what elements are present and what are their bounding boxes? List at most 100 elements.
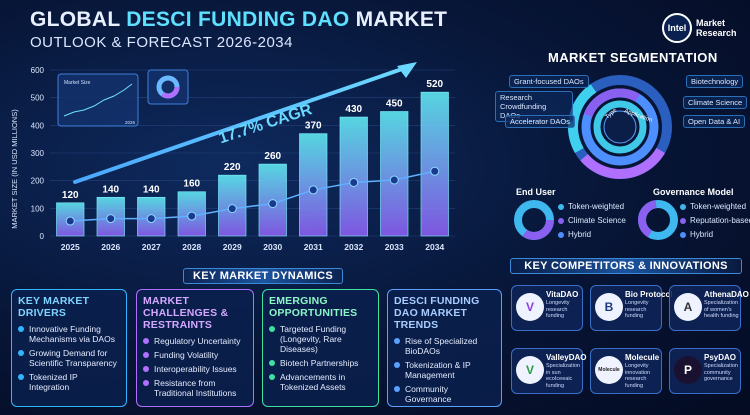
bar	[380, 111, 409, 237]
x-tick-label: 2032	[344, 242, 363, 252]
page-title: GLOBAL DESCI FUNDING DAO MARKET	[30, 8, 448, 31]
y-tick-label: 500	[31, 94, 45, 103]
logo-mark: Intel	[662, 13, 692, 43]
end-user-title: End User	[516, 187, 556, 197]
list-item: Resistance from Traditional Institutions	[143, 378, 247, 398]
segment-label: Open Data & AI	[683, 115, 746, 128]
competitor-name: PsyDAO	[704, 353, 737, 362]
molecule-logo-icon: Molecule	[595, 356, 623, 384]
competitor-card: P PsyDAO Specialization community govern…	[669, 348, 741, 394]
competitor-desc: Longevity research funding	[546, 300, 570, 319]
governance-title: Governance Model	[653, 187, 734, 197]
inset-year: 2026	[125, 120, 136, 125]
competitor-card: B Bio Protocol Longevity research fundin…	[590, 285, 673, 331]
card-trends: DESCI FUNDING DAO MARKET TRENDS Rise of …	[387, 289, 502, 407]
cagr-arrowhead	[397, 62, 417, 78]
x-tick-label: 2027	[142, 242, 161, 252]
competitors-banner: KEY COMPETITORS & INNOVATIONS	[510, 258, 742, 274]
segmentation-donut: Type Application	[568, 75, 672, 179]
trend-point	[389, 175, 399, 185]
list-item: Targeted Funding (Longevity, Rare Diseas…	[269, 324, 372, 354]
logo-line-1: Market	[696, 18, 726, 28]
psydao-logo-icon: P	[674, 356, 702, 384]
x-tick-label: 2030	[263, 242, 282, 252]
data-label: 520	[426, 79, 443, 90]
competitor-card: Molecule Molecule Longevity innovation r…	[590, 348, 662, 394]
list-item: Funding Volatility	[143, 350, 247, 360]
legend-item: Hybrid	[690, 230, 714, 239]
trend-point	[65, 216, 75, 226]
y-tick-label: 200	[31, 177, 45, 186]
competitor-card: V VitaDAO Longevity research funding	[511, 285, 583, 331]
vitadao-logo-icon: V	[516, 293, 544, 321]
x-tick-label: 2029	[223, 242, 242, 252]
segment-label: Climate Science	[683, 96, 748, 109]
trend-point	[106, 214, 116, 224]
athenadao-logo-icon: A	[674, 293, 702, 321]
legend-item: Climate Science	[568, 216, 626, 225]
trend-point	[308, 185, 318, 195]
competitor-name: Molecule	[625, 353, 660, 362]
bio-protocol-logo-icon: B	[595, 293, 623, 321]
competitor-card: A AthenaDAO Specialization of women's he…	[669, 285, 749, 331]
legend-item: Token-weighted	[690, 202, 747, 211]
inset-mini-chart: Market Size 2026	[57, 69, 189, 127]
card-opportunities: EMERGING OPPORTUNITIES Targeted Funding …	[262, 289, 379, 407]
trend-point	[227, 204, 237, 214]
competitor-desc: Specialization in sun ecoIceeaic funding	[546, 363, 580, 389]
brand-logo: Intel Market Research	[662, 12, 742, 44]
list-item: Regulatory Uncertainty	[143, 336, 247, 346]
list-item: Interoperability Issues	[143, 364, 247, 374]
trend-point	[187, 211, 197, 221]
data-label: 160	[183, 179, 200, 190]
page-subtitle: OUTLOOK & FORECAST 2026-2034	[30, 34, 293, 51]
bar	[299, 133, 328, 237]
inset-label: Market Size	[64, 80, 91, 86]
x-tick-label: 2025	[61, 242, 80, 252]
x-tick-label: 2031	[304, 242, 323, 252]
competitor-name: Bio Protocol	[625, 290, 673, 299]
card-title: DESCI FUNDING DAO MARKET TRENDS	[394, 295, 480, 331]
segmentation-title: MARKET SEGMENTATION	[548, 50, 718, 65]
card-title: KEY MARKET DRIVERS	[18, 295, 90, 319]
data-label: 370	[305, 121, 322, 132]
data-label: 120	[62, 190, 79, 201]
competitor-name: ValleyDAO	[546, 353, 587, 362]
card-challenges: MARKET CHALLENGES & RESTRAINTS Regulator…	[136, 289, 254, 407]
bar	[339, 116, 368, 237]
x-tick-label: 2034	[425, 242, 444, 252]
competitor-name: AthenaDAO	[704, 290, 749, 299]
dynamics-banner: KEY MARKET DYNAMICS	[183, 268, 343, 284]
trend-point	[430, 166, 440, 176]
x-tick-label: 2033	[385, 242, 404, 252]
trend-point	[268, 199, 278, 209]
list-item: Tokenized IP Integration	[18, 372, 120, 392]
competitor-desc: Specialization of women's health funding	[704, 300, 739, 319]
list-item: Innovative Funding Mechanisms via DAOs	[18, 324, 120, 344]
cagr-arrow	[73, 66, 407, 184]
competitor-desc: Longevity innovation research funding	[625, 363, 651, 389]
y-tick-label: 300	[31, 149, 45, 158]
y-axis-label: MARKET SIZE (IN USD MILLIONS)	[10, 109, 19, 229]
competitor-desc: Longevity research funding	[625, 300, 649, 319]
list-item: Growing Demand for Scientific Transparen…	[18, 348, 120, 368]
legend-item: Hybrid	[568, 230, 592, 239]
card-drivers: KEY MARKET DRIVERS Innovative Funding Me…	[11, 289, 127, 407]
legend-item: Token-weighted	[568, 202, 625, 211]
competitor-desc: Specialization community governance	[704, 363, 738, 382]
competitor-name: VitaDAO	[546, 290, 579, 299]
governance-donut	[638, 200, 678, 240]
legend-item: Reputation-based	[690, 216, 750, 225]
data-label: 430	[345, 104, 362, 115]
segment-label: Accelerator DAOs	[505, 115, 576, 128]
x-tick-label: 2028	[182, 242, 201, 252]
y-tick-label: 600	[31, 66, 45, 75]
data-label: 140	[102, 184, 119, 195]
trend-point	[146, 214, 156, 224]
data-label: 220	[224, 162, 241, 173]
trend-point	[349, 177, 359, 187]
end-user-donut	[514, 200, 554, 240]
data-label: 140	[143, 184, 160, 195]
list-item: Advancements in Tokenized Assets	[269, 372, 372, 392]
